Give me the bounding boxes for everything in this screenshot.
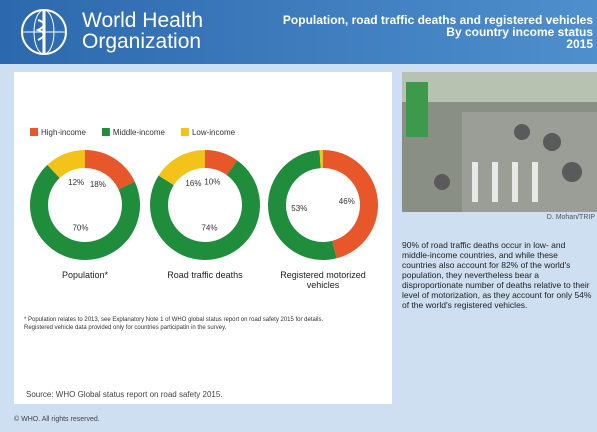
header: World Health Organization Population, ro… — [0, 0, 597, 64]
title-line: By country income status — [446, 25, 593, 39]
donut-segment — [323, 150, 379, 259]
donut-segment — [158, 150, 205, 186]
donut-segment — [319, 150, 323, 169]
legend-label: Low-income — [192, 128, 236, 137]
donut-segment — [47, 150, 85, 179]
value-label: 16% — [185, 179, 201, 188]
footnote: * Population relates to 2013, see Explan… — [24, 316, 384, 332]
donut-segment — [85, 150, 135, 190]
charts: High-income Middle-income Low-income 18% 70%… — [30, 128, 379, 260]
value-label: 12% — [68, 178, 84, 187]
chart-panel: High-income Middle-income Low-income 18% 70%… — [14, 72, 392, 404]
legend-label: High-income — [41, 128, 86, 137]
chart-title: Registered motorized vehicles — [280, 270, 366, 290]
value-label: 10% — [204, 177, 220, 186]
photo-credit: D. Mohan/TRIP — [546, 214, 595, 221]
value-label: 46% — [339, 197, 355, 206]
title-line: Population, road traffic deaths and regi… — [282, 13, 593, 27]
value-label: 18% — [90, 180, 106, 189]
summary: 90% of road traffic deaths occur in low-… — [402, 240, 592, 310]
donut-segment — [268, 150, 337, 260]
legend-label: Middle-income — [113, 128, 166, 137]
donut-segment — [30, 164, 141, 260]
org-line: Organization — [82, 30, 202, 53]
footnote-line: Registered vehicle data provided only fo… — [24, 325, 227, 331]
legend-swatch — [180, 128, 189, 136]
title-line: 2015 — [566, 37, 593, 51]
photo — [402, 72, 597, 212]
value-label: 70% — [72, 224, 88, 233]
legend-swatch — [30, 128, 38, 136]
chart-title: Road traffic deaths — [167, 270, 243, 280]
legend-swatch — [101, 128, 110, 136]
value-label: 74% — [201, 224, 217, 233]
org-name: World Health Organization — [82, 10, 203, 52]
source: Source: WHO Global status report on road… — [26, 390, 223, 399]
logo — [21, 9, 67, 55]
donut-segment — [205, 150, 238, 176]
value-label: 53% — [291, 204, 307, 213]
chart-title: Population* — [61, 270, 109, 280]
donut-segment — [150, 160, 260, 260]
footer: © WHO. All rights reserved. — [14, 416, 100, 423]
org-line: World Health — [82, 9, 203, 32]
slide-title: Population, road traffic deaths and regi… — [283, 14, 593, 50]
footnote-line: * Population relates to 2013, see Explan… — [24, 317, 324, 323]
